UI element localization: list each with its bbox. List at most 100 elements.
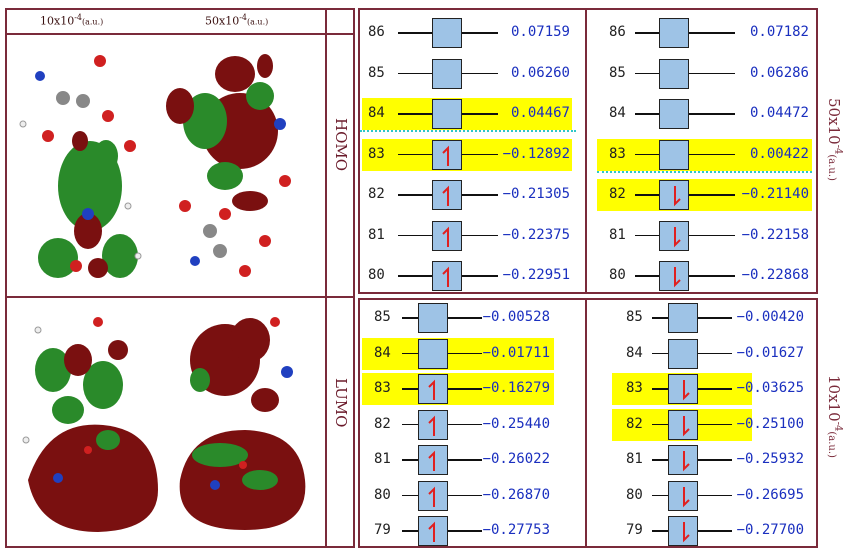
orbital-energy-value: −0.22375 [502,226,570,243]
orbital-box [659,220,689,251]
orbital-box [418,409,448,440]
orbital-number: 85 [374,309,391,325]
orbital-number: 81 [609,226,626,243]
orbital-box [668,374,698,404]
energy-frame-homo [358,8,818,294]
orbital-energy-value: −0.16279 [482,380,550,396]
spin-down-arrow-icon [683,415,690,436]
orbital-number: 83 [626,380,643,396]
orbital-box [668,409,698,440]
orbital-energy-value: −0.12892 [502,145,570,162]
energy-level-row: 84 0.04472 [597,98,817,130]
orbital-number: 82 [374,415,391,432]
orbital-energy-value: −0.01711 [482,344,550,361]
orbital-number: 86 [609,24,626,40]
orbital-box [668,338,698,369]
spin-down-arrow-icon [674,267,681,288]
orbital-box [659,99,689,129]
orbital-box [659,58,689,89]
orbital-energy-value: −0.25100 [736,415,804,432]
energy-level-row: 81 −0.22158 [597,220,817,252]
orbital-box [668,303,698,333]
orbital-number: 80 [626,486,643,503]
orbital-box [668,480,698,511]
orbital-energy-value: 0.04472 [749,105,809,121]
energy-level-row: 82 −0.25100 [612,408,832,441]
orbital-energy-value: −0.26870 [482,486,550,503]
orbital-number: 82 [609,186,626,202]
energy-level-row: 82 −0.21305 [362,179,582,211]
orbital-number: 82 [368,186,385,202]
energy-level-row: 82 −0.25440 [362,409,582,441]
spin-down-arrow-icon [674,226,681,247]
orbital-energy-value: −0.21305 [502,186,570,202]
orbital-box [659,18,689,48]
orbital-number: 86 [368,24,385,40]
orbital-number: 85 [368,64,385,81]
orbital-energy-value: 0.06260 [510,64,570,81]
spin-up-arrow-icon [442,185,449,206]
spin-up-arrow-icon [428,415,435,436]
orbital-energy-value: 0.04467 [510,105,570,121]
spin-up-arrow-icon [428,486,435,507]
orbital-box [418,445,448,475]
orbital-box [432,18,462,48]
spin-down-arrow-icon [683,451,690,472]
orbital-number: 81 [368,226,385,243]
molecule-frame [5,8,355,548]
orbital-number: 84 [609,105,626,121]
energy-level-row: 86 0.07182 [597,17,817,49]
spin-up-arrow-icon [442,145,449,166]
spin-down-arrow-icon [683,486,690,507]
orbital-energy-value: −0.25932 [736,451,804,467]
spin-up-arrow-icon [428,521,435,542]
orbital-number: 79 [374,522,391,538]
energy-level-row: 81 −0.26022 [362,444,582,476]
energy-level-row: 85 0.06260 [362,58,582,90]
orbital-energy-value: 0.07159 [510,24,570,40]
energy-level-row: 84 0.04467 [362,98,582,130]
energy-level-row: 85 0.06286 [597,58,817,90]
orbital-number: 84 [374,344,391,361]
energy-level-row: 84 −0.01711 [362,337,582,370]
orbital-box [659,261,689,291]
image-column-divider [325,8,327,548]
orbital-energy-value: −0.01627 [736,344,804,361]
spin-down-arrow-icon [683,522,690,543]
lumo-molecule-left [22,317,158,532]
orbital-energy-value: −0.22158 [741,226,809,243]
orbital-energy-value: −0.27700 [736,522,804,538]
orbital-box [418,516,448,546]
orbital-box [432,58,462,89]
orbital-energy-value: −0.22868 [741,267,809,283]
orbital-box [418,303,448,333]
lumo-label: LUMO [332,378,350,428]
homo-lumo-gap-line-left [360,130,576,132]
left-concentration-header: 10x10-4(a.u.) [40,13,104,28]
energy-level-row: 85 −0.00420 [612,302,832,334]
energy-level-row: 79 −0.27700 [612,515,832,547]
orbital-box [418,338,448,369]
orbital-box [418,480,448,511]
lumo-panel-divider [585,298,587,548]
orbital-box [432,180,462,210]
orbital-energy-value: −0.03625 [736,380,804,396]
homo-molecule-right [166,54,291,277]
energy-frame-lumo [358,298,818,548]
right-concentration-header: 50x10-4(a.u.) [205,13,269,28]
spin-down-arrow-icon [683,380,690,401]
orbital-energy-value: 0.06286 [749,64,809,81]
energy-level-row: 79 −0.27753 [362,515,582,547]
orbital-number: 83 [609,145,626,162]
orbital-energy-value: 0.07182 [749,24,809,40]
orbital-number: 84 [368,105,385,121]
homo-molecule-left [19,55,142,278]
energy-level-row: 85 −0.00528 [362,302,582,334]
energy-level-row: 81 −0.25932 [612,444,832,476]
orbital-number: 80 [368,267,385,283]
energy-level-row: 83 −0.16279 [362,373,582,405]
orbital-energy-value: −0.27753 [482,522,550,538]
orbital-box [418,374,448,404]
energy-level-row: 81 −0.22375 [362,220,582,252]
homo-panel-divider [585,8,587,294]
